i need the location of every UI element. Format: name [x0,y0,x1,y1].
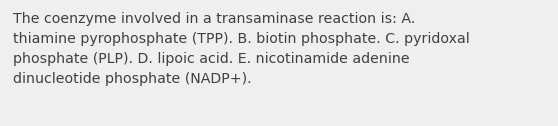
Text: The coenzyme involved in a transaminase reaction is: A.
thiamine pyrophosphate (: The coenzyme involved in a transaminase … [13,12,470,86]
